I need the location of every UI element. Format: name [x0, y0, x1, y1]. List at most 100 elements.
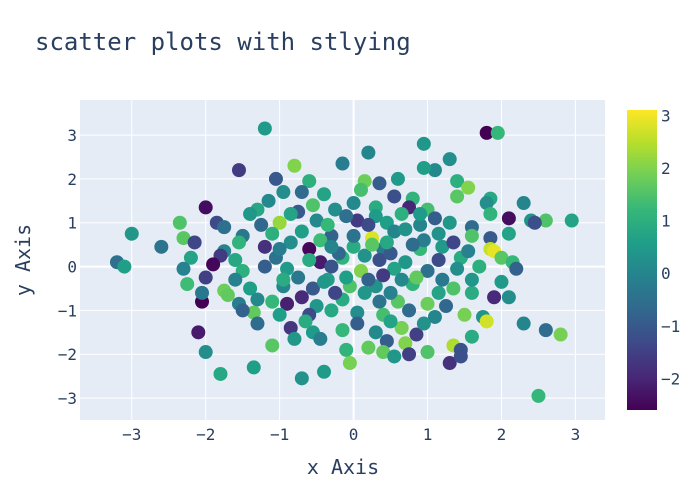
x-tick-label: −1	[270, 425, 289, 444]
x-tick-label: −2	[196, 425, 215, 444]
scatter-point	[265, 338, 280, 353]
scatter-point	[294, 290, 309, 305]
scatter-point	[261, 193, 276, 208]
chart-title: scatter plots with stlying	[35, 28, 411, 56]
scatter-point	[361, 272, 376, 287]
scatter-point	[479, 125, 494, 140]
scatter-point	[372, 176, 387, 191]
scatter-point	[398, 336, 413, 351]
scatter-point	[446, 281, 461, 296]
x-tick-label: 1	[423, 425, 433, 444]
scatter-point	[427, 211, 442, 226]
scatter-point	[280, 296, 295, 311]
y-tick-label: −1	[58, 301, 77, 320]
colorbar	[627, 110, 657, 410]
scatter-point	[350, 305, 365, 320]
scatter-point	[435, 272, 450, 287]
colorbar-tick-label: 3	[661, 106, 671, 125]
scatter-point	[339, 209, 354, 224]
y-tick-label: 0	[67, 258, 77, 277]
scatter-point	[265, 226, 280, 241]
scatter-point	[361, 340, 376, 355]
scatter-point	[368, 325, 383, 340]
scatter-point	[372, 294, 387, 309]
scatter-point	[464, 285, 479, 300]
scatter-point	[439, 299, 454, 314]
scatter-point	[191, 325, 206, 340]
scatter-point	[243, 206, 258, 221]
scatter-point	[479, 314, 494, 329]
scatter-points	[109, 121, 579, 403]
scatter-point	[280, 261, 295, 276]
scatter-point	[479, 196, 494, 211]
scatter-point	[387, 189, 402, 204]
scatter-point	[324, 303, 339, 318]
scatter-point	[516, 196, 531, 211]
scatter-point	[272, 215, 287, 230]
scatter-point	[231, 163, 246, 178]
scatter-point	[198, 345, 213, 360]
scatter-point	[206, 257, 221, 272]
scatter-point	[516, 316, 531, 331]
scatter-point	[213, 366, 228, 381]
scatter-point	[198, 270, 213, 285]
scatter-point	[254, 217, 269, 232]
scatter-point	[464, 272, 479, 287]
scatter-point	[335, 323, 350, 338]
colorbar-tick-label: 1	[661, 212, 671, 231]
scatter-point	[328, 285, 343, 300]
scatter-point	[346, 228, 361, 243]
scatter-point	[228, 253, 243, 267]
scatter-point	[220, 288, 235, 303]
scatter-point	[416, 233, 431, 248]
scatter-point	[435, 239, 450, 254]
scatter-point	[317, 274, 332, 289]
scatter-point	[409, 327, 424, 342]
scatter-point	[268, 171, 283, 186]
scatter-point	[339, 342, 354, 357]
scatter-point	[538, 323, 553, 338]
scatter-point	[383, 314, 398, 329]
x-tick-label: 2	[497, 425, 507, 444]
y-tick-label: 3	[67, 126, 77, 145]
scatter-point	[231, 235, 246, 250]
scatter-point	[335, 156, 350, 171]
x-tick-label: 3	[571, 425, 581, 444]
scatter-point	[287, 331, 302, 346]
scatter-point	[357, 248, 372, 263]
scatter-point	[420, 296, 435, 311]
scatter-point	[346, 196, 361, 211]
scatter-point	[431, 285, 446, 300]
x-tick-label: −3	[122, 425, 141, 444]
scatter-point	[257, 239, 272, 254]
scatter-point	[402, 303, 417, 318]
scatter-point	[416, 316, 431, 331]
scatter-point	[413, 206, 428, 221]
scatter-point	[283, 320, 298, 335]
scatter-point	[250, 292, 265, 307]
scatter-point	[487, 290, 502, 305]
scatter-point	[494, 274, 509, 289]
scatter-point	[346, 239, 361, 254]
scatter-point	[294, 224, 309, 239]
scatter-point	[409, 270, 424, 285]
scatter-point	[501, 226, 516, 241]
scatter-point	[416, 136, 431, 151]
scatter-point	[383, 246, 398, 261]
scatter-point	[365, 237, 380, 252]
scatter-point	[313, 255, 328, 270]
y-tick-labels: −3 −2 −1 0 1 2 3	[58, 126, 77, 408]
scatter-point	[387, 224, 402, 239]
scatter-point	[172, 215, 187, 230]
scatter-point	[376, 345, 391, 360]
scatter-point	[509, 261, 524, 276]
scatter-point	[472, 259, 487, 274]
scatter-point	[317, 364, 332, 379]
y-tick-label: −3	[58, 389, 77, 408]
scatter-point	[442, 215, 457, 230]
scatter-point	[272, 242, 287, 257]
scatter-point	[527, 215, 542, 230]
scatter-point	[431, 253, 446, 267]
scatter-point	[294, 371, 309, 386]
